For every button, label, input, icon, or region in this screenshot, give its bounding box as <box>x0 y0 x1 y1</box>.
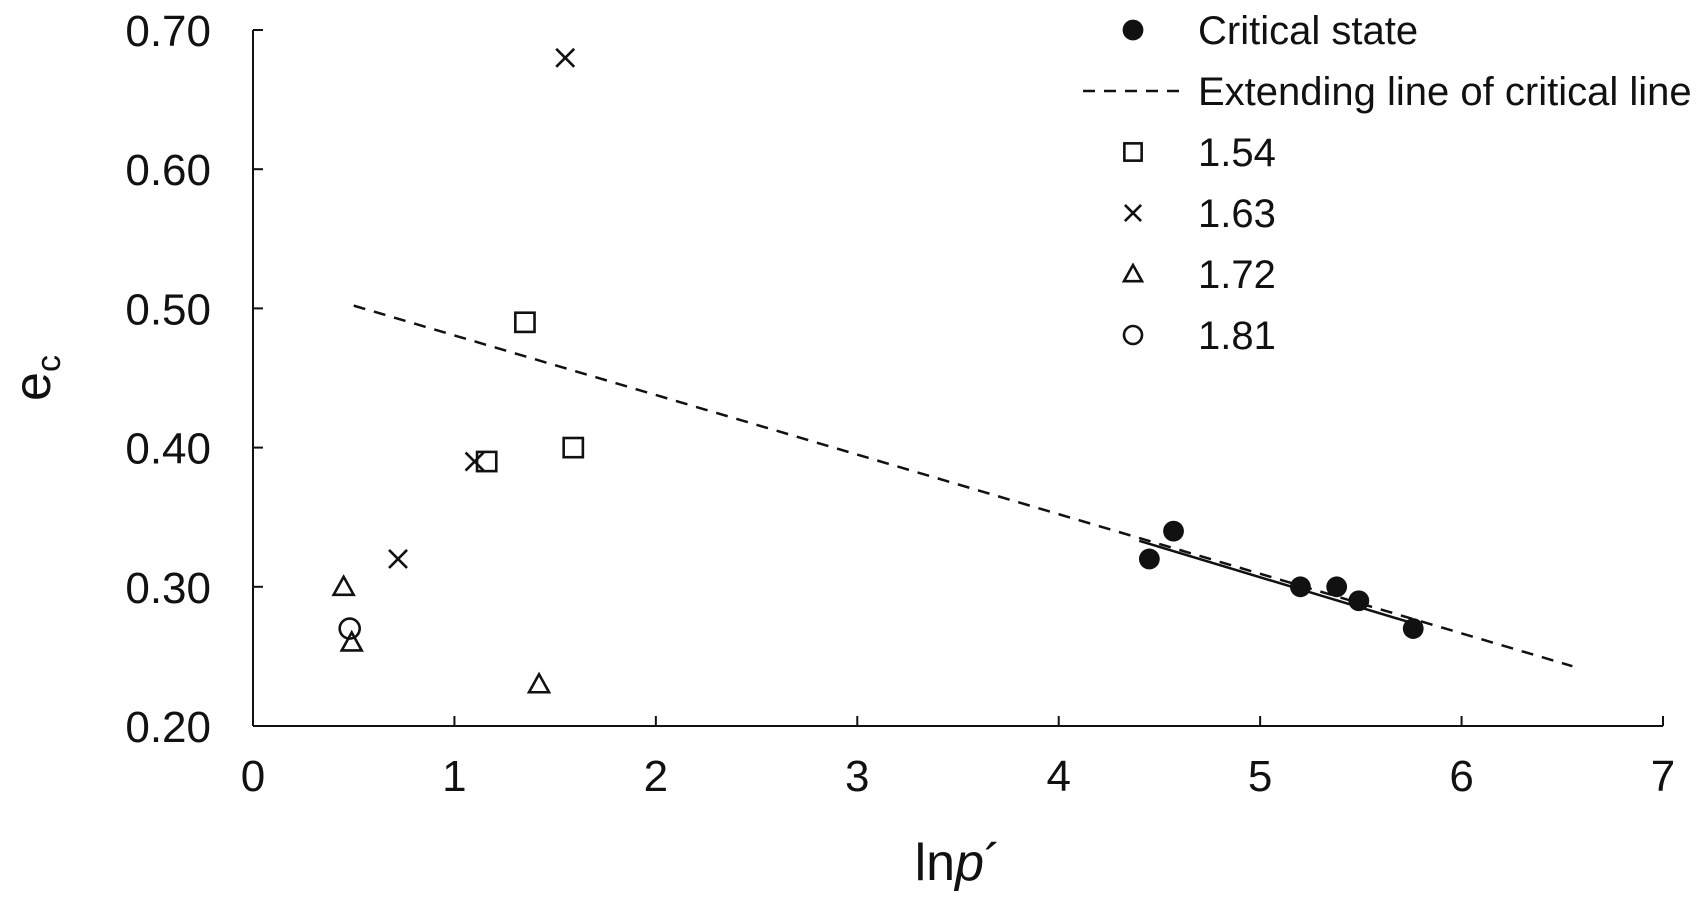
x-tick-label: 5 <box>1248 752 1272 801</box>
filled-circle-point <box>1163 520 1184 542</box>
x-tick-label: 3 <box>845 752 869 801</box>
open-circle-point <box>338 617 361 640</box>
square-point <box>562 436 585 459</box>
filled-circle-point <box>1348 590 1370 612</box>
filled-circle-point <box>1290 576 1311 598</box>
extending-line <box>353 304 1573 668</box>
triangle-point <box>526 671 552 694</box>
triangle-point <box>331 574 356 597</box>
legend-label: 1.54 <box>1198 131 1276 175</box>
cross-point <box>388 549 408 569</box>
legend-marker <box>1122 19 1144 41</box>
filled-circle-point <box>1326 576 1348 598</box>
y-tick-label: 0.20 <box>125 703 211 752</box>
square-point <box>514 311 536 334</box>
square-point <box>475 450 498 473</box>
filled-circle-point <box>1402 618 1424 639</box>
y-tick-label: 0.70 <box>125 7 211 56</box>
legend-marker <box>1122 324 1144 346</box>
legend-label: Extending line of critical line <box>1198 70 1692 114</box>
x-tick-label: 2 <box>644 752 668 801</box>
legend-marker <box>1123 203 1143 223</box>
x-tick-label: 0 <box>241 752 265 801</box>
critical-line <box>1138 539 1422 627</box>
y-tick-label: 0.50 <box>125 285 211 334</box>
y-tick-label: 0.30 <box>125 564 211 613</box>
y-axis-title: ec <box>4 355 68 401</box>
cross-point <box>555 47 576 68</box>
y-tick-label: 0.60 <box>125 146 211 195</box>
legend-marker <box>1123 142 1143 162</box>
legend: Critical state Extending line of critical… <box>1083 9 1692 358</box>
fit-lines <box>353 304 1573 668</box>
cross-point <box>464 451 485 472</box>
legend-marker <box>1121 262 1145 283</box>
filled-circle-point <box>1138 548 1160 570</box>
data-points <box>331 47 1424 694</box>
x-tick-label: 1 <box>442 752 466 801</box>
legend-label: 1.81 <box>1198 314 1276 358</box>
y-tick-label: 0.40 <box>125 425 211 474</box>
x-tick-label: 4 <box>1046 752 1070 801</box>
triangle-point <box>339 629 364 652</box>
x-axis-title: lnp´ <box>915 834 1002 892</box>
axis-ticks: 0 1 2 3 4 5 6 7 0.20 0.30 0.40 0.50 0.60 0.70 <box>125 7 1675 801</box>
legend-label: Critical state <box>1198 9 1418 53</box>
x-tick-label: 6 <box>1449 752 1473 801</box>
x-tick-label: 7 <box>1651 752 1675 801</box>
legend-label: 1.63 <box>1198 192 1276 236</box>
legend-label: 1.72 <box>1198 253 1276 297</box>
